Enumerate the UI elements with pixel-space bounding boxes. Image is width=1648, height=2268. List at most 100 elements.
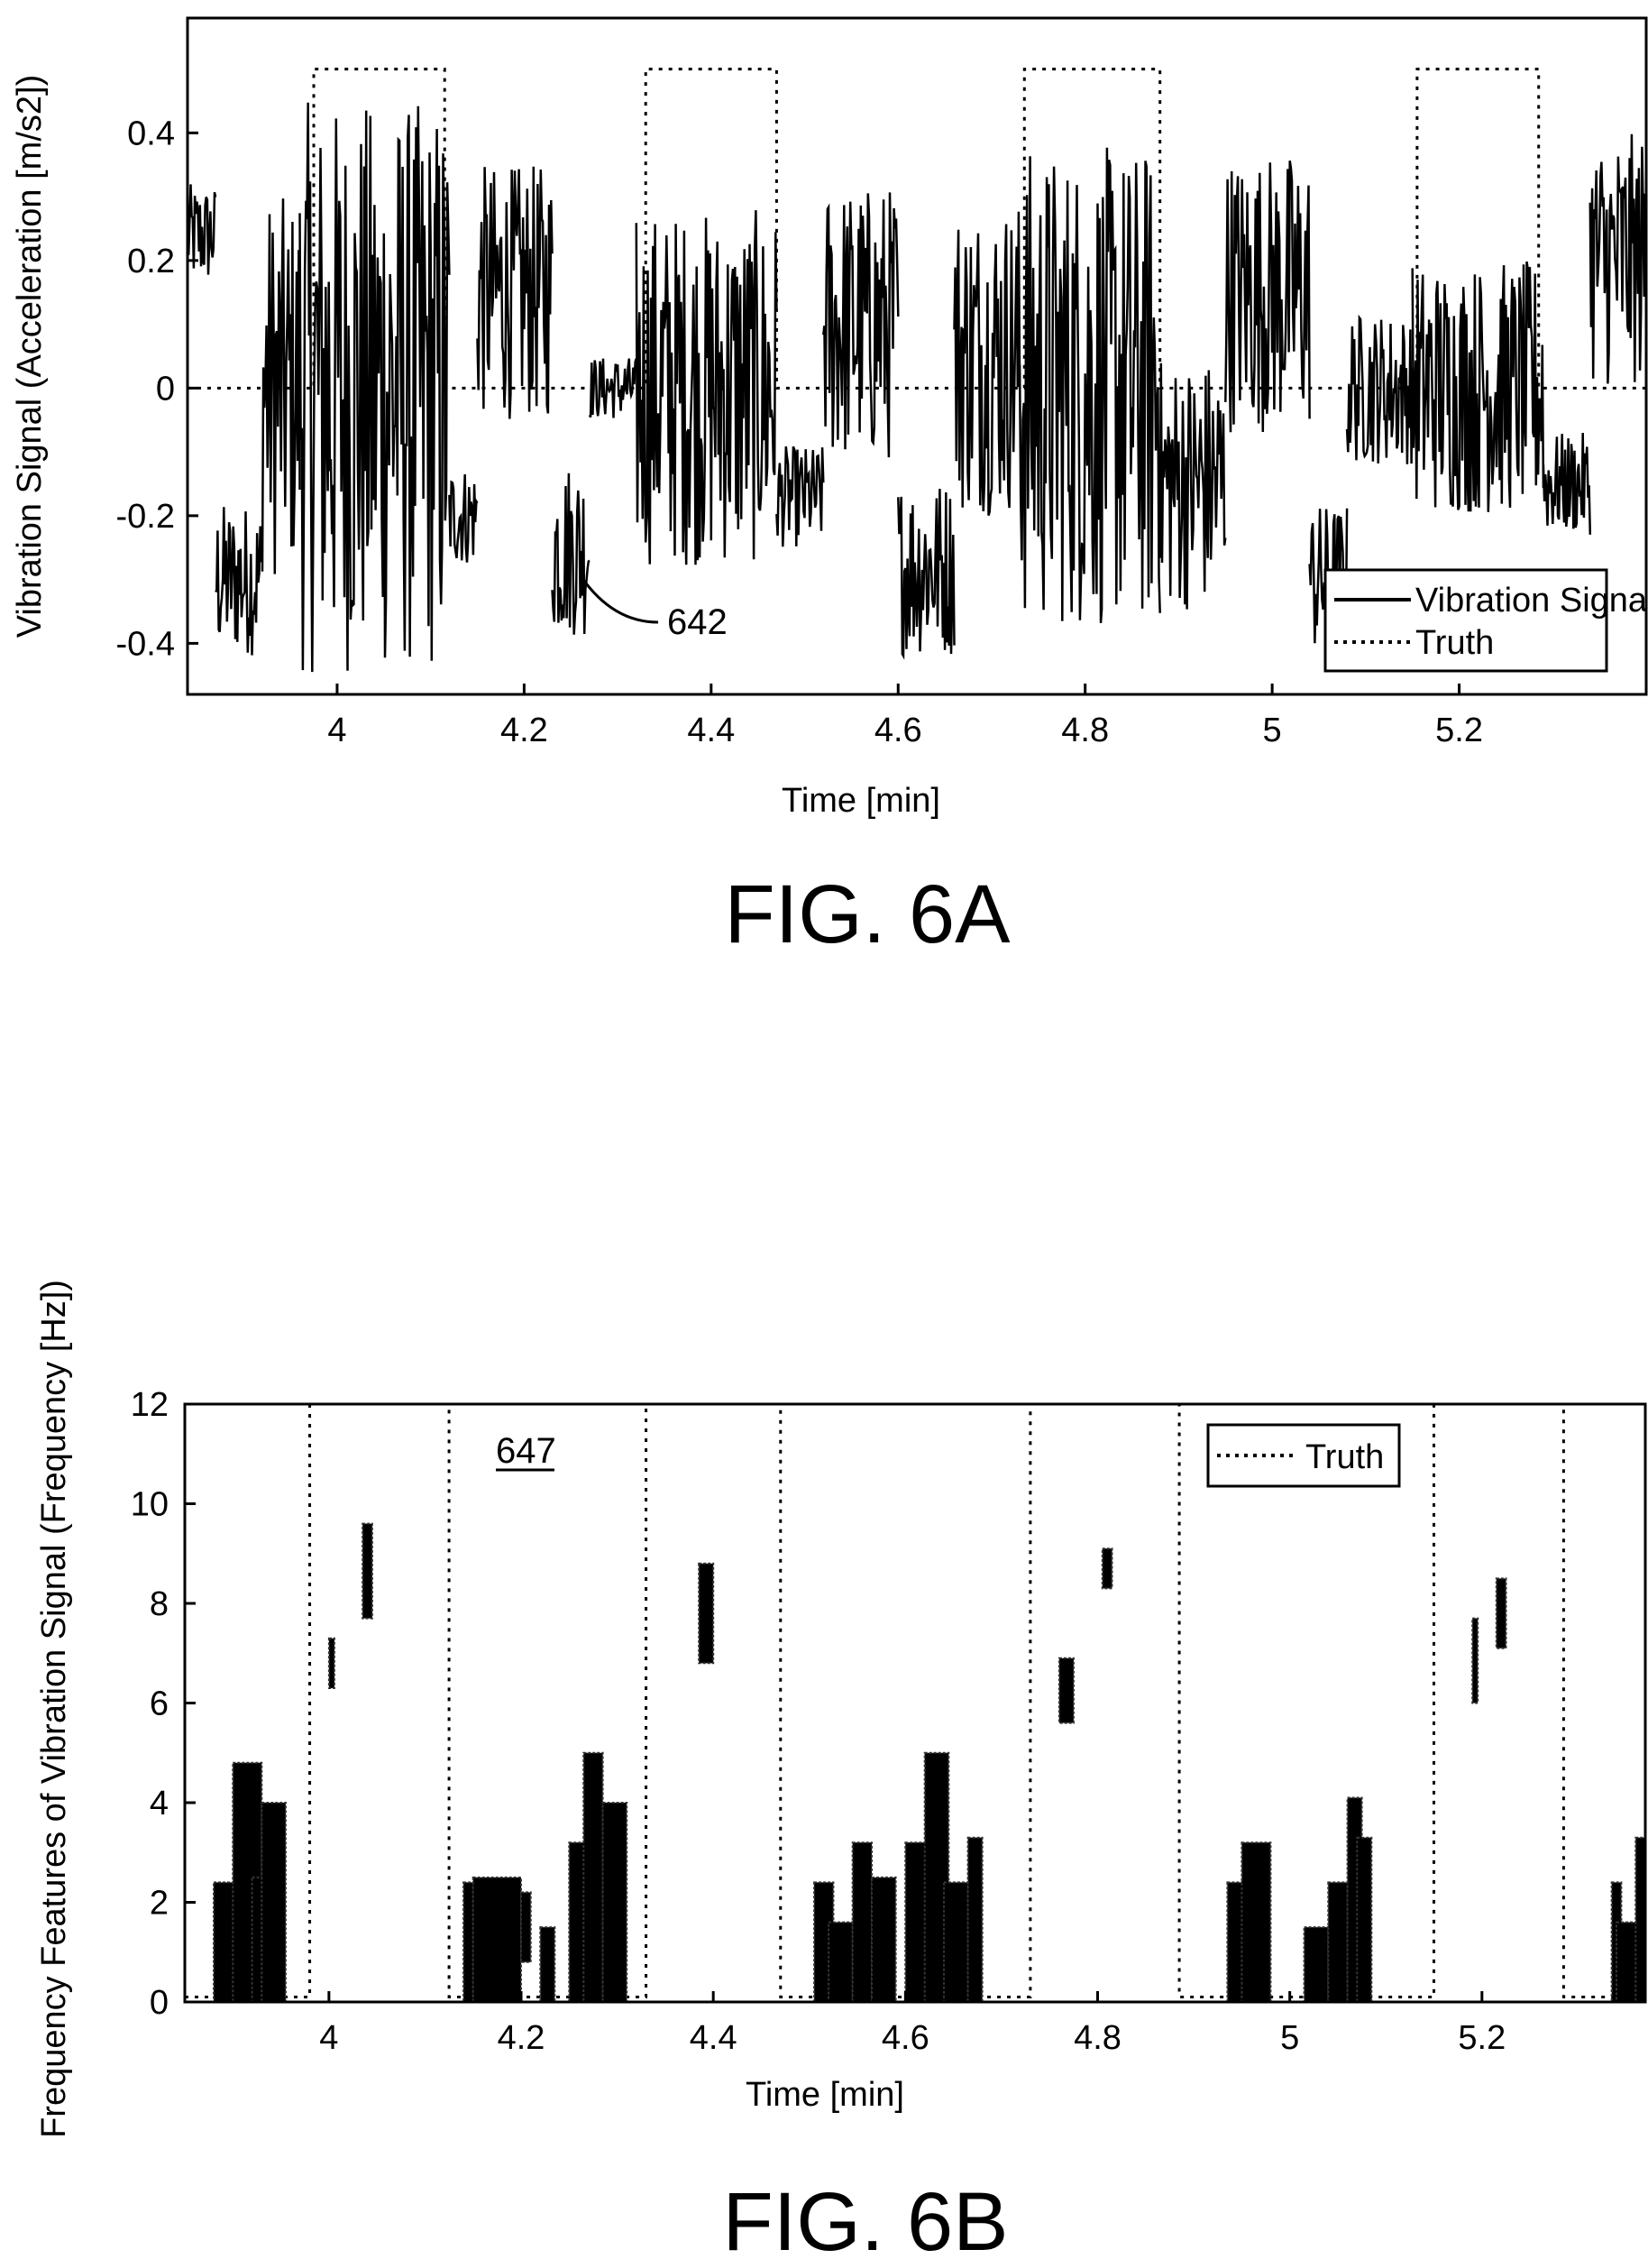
x-tick-label: 4.4: [687, 712, 735, 749]
x-tick-label: 5.2: [1435, 712, 1483, 749]
signal-segment: [1411, 261, 1545, 512]
y-tick-label: 0: [150, 1984, 169, 2022]
feature-cluster: [1356, 1836, 1373, 2003]
x-tick-label: 4.4: [690, 2019, 737, 2057]
feature-cluster: [1471, 1617, 1479, 1704]
feature-cluster: [462, 1881, 474, 2003]
feature-cluster: [851, 1841, 874, 2003]
signal-segment: [1158, 363, 1227, 610]
feature-cluster: [871, 1876, 897, 2003]
feature-cluster: [966, 1836, 984, 2003]
x-tick-label: 4.6: [874, 712, 922, 749]
callout-leader: [580, 576, 659, 624]
x-tick-label: 4: [319, 2019, 338, 2057]
x-axis-ticks: 4 4.2 4.4 4.6 4.8 5 5.2: [327, 684, 1483, 749]
y-tick-label: -0.4: [116, 625, 175, 663]
x-tick-label: 5.2: [1458, 2019, 1506, 2057]
y-axis-label: Frequency Features of Vibration Signal (…: [35, 1280, 73, 2138]
chart-6b: 4 4.2 4.4 4.6 4.8 5 5.2 12 10 8 6 4 2 0 Time [min] F…: [35, 1280, 1647, 2268]
feature-cluster: [698, 1562, 715, 1665]
feature-cluster: [828, 1921, 854, 2004]
y-tick-label: 6: [150, 1685, 169, 1723]
feature-cluster: [1101, 1547, 1113, 1590]
x-tick-label: 4.6: [882, 2019, 929, 2057]
signal-segment: [448, 473, 479, 563]
y-axis-ticks: 0.4 0.2 0 -0.2 -0.4: [116, 115, 198, 663]
frequency-feature-clusters: [213, 1522, 1647, 2004]
figure-label: FIG. 6A: [725, 868, 1012, 960]
truth-line: [188, 68, 1646, 390]
vibration-signal-series: [186, 102, 1648, 673]
signal-segment: [1542, 432, 1592, 535]
callout-label: 642: [667, 602, 728, 642]
legend-box: [1206, 1423, 1401, 1488]
feature-cluster: [601, 1802, 628, 2003]
legend-box: [1323, 568, 1608, 673]
signal-segment: [635, 210, 778, 565]
plot-frame: [186, 16, 1648, 696]
legend-entry-signal: Vibration Signal: [1415, 582, 1648, 620]
legend: Truth: [1206, 1423, 1401, 1488]
y-tick-label: 0.2: [127, 243, 175, 280]
signal-segment: [775, 445, 825, 547]
x-tick-label: 4.2: [498, 2019, 545, 2057]
x-axis-label: Time [min]: [746, 2076, 904, 2114]
callout-label: 647: [496, 1431, 556, 1471]
x-tick-label: 5: [1280, 2019, 1299, 2057]
y-tick-label: 2: [150, 1885, 169, 1923]
chart-6a: 4 4.2 4.4 4.6 4.8 5 5.2 0.4 0.2 0 -0.2 -0.4 Time […: [11, 16, 1648, 960]
signal-segment: [298, 102, 451, 673]
figure-label: FIG. 6B: [723, 2176, 1009, 2268]
y-tick-label: 12: [131, 1386, 169, 1424]
y-tick-label: 8: [150, 1585, 169, 1623]
feature-cluster: [539, 1926, 556, 2004]
feature-cluster: [261, 1802, 287, 2003]
signal-segment: [1018, 147, 1161, 623]
y-tick-label: 0.4: [127, 115, 175, 152]
legend: Vibration Signal Truth: [1323, 568, 1648, 673]
signal-segment: [1224, 161, 1311, 433]
truth-path: [188, 68, 1646, 390]
x-tick-label: 4.2: [500, 712, 548, 749]
feature-cluster: [1057, 1657, 1075, 1724]
signal-segment: [551, 473, 591, 635]
signal-segment: [953, 211, 1021, 516]
y-axis-label: Vibration Signal (Acceleration [m/s2]): [11, 75, 49, 638]
callout-647: 647: [496, 1431, 556, 1472]
y-tick-label: -0.2: [116, 498, 175, 536]
feature-cluster: [1495, 1577, 1507, 1649]
signal-segment: [1588, 133, 1648, 384]
callout-642: 642: [580, 576, 728, 642]
feature-cluster: [1241, 1841, 1272, 2003]
feature-cluster: [520, 1891, 532, 1963]
signal-segment: [215, 507, 264, 656]
x-axis-ticks: 4 4.2 4.4 4.6 4.8 5 5.2: [319, 1991, 1506, 2057]
feature-cluster: [1327, 1881, 1349, 2003]
signal-segment: [261, 198, 301, 574]
x-tick-label: 4: [327, 712, 346, 749]
signal-segment: [186, 184, 217, 275]
signal-segment: [588, 358, 637, 418]
signal-segment: [822, 192, 900, 458]
signal-segment: [897, 488, 956, 660]
legend-entry-truth: Truth: [1305, 1438, 1384, 1476]
legend-entry-truth: Truth: [1415, 624, 1494, 662]
signal-segment: [476, 166, 554, 419]
y-tick-label: 0: [156, 370, 175, 408]
x-axis-label: Time [min]: [782, 782, 940, 820]
plot-frame: [183, 1402, 1647, 2004]
feature-cluster: [1303, 1926, 1330, 2004]
feature-cluster: [327, 1637, 335, 1689]
signal-segment: [1345, 314, 1414, 464]
feature-cluster: [582, 1751, 604, 2004]
x-tick-label: 4.8: [1074, 2019, 1122, 2057]
feature-cluster: [472, 1876, 523, 2003]
feature-cluster: [362, 1522, 373, 1620]
feature-cluster: [943, 1881, 969, 2003]
x-tick-label: 4.8: [1061, 712, 1109, 749]
x-tick-label: 5: [1263, 712, 1282, 749]
y-tick-label: 10: [131, 1486, 169, 1524]
y-tick-label: 4: [150, 1785, 169, 1823]
feature-cluster: [1634, 1836, 1647, 2003]
